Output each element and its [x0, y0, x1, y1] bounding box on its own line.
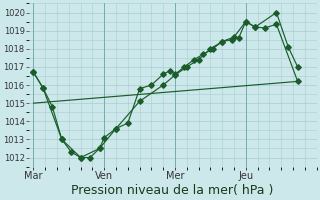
X-axis label: Pression niveau de la mer( hPa ): Pression niveau de la mer( hPa )	[71, 184, 274, 197]
